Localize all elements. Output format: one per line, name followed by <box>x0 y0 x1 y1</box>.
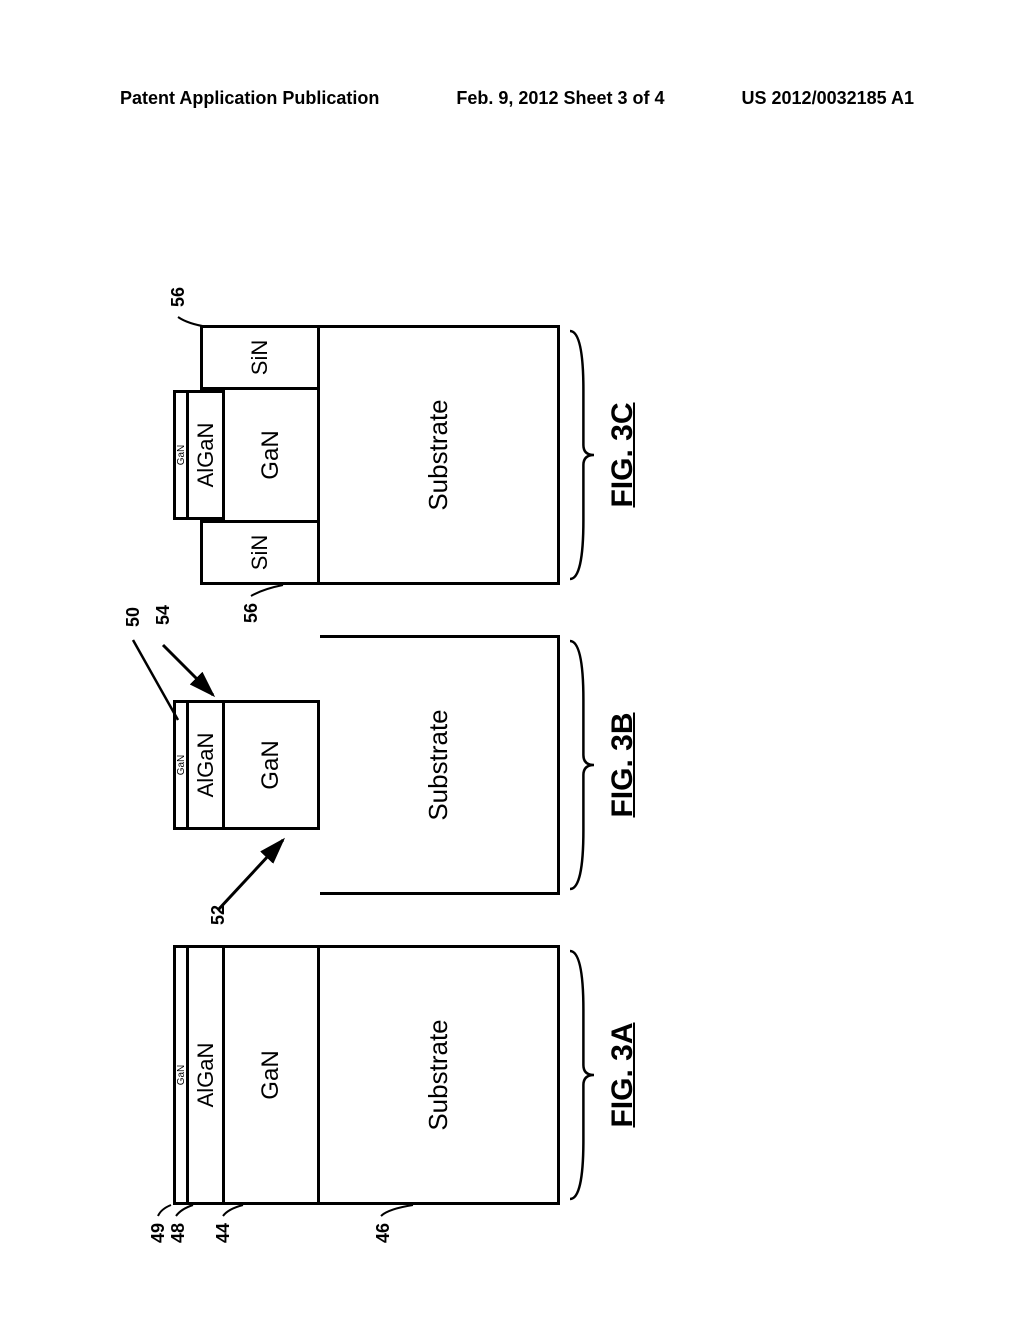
figA-brace <box>568 945 596 1205</box>
figA-substrate: Substrate <box>320 945 560 1205</box>
figC-algan-text: AlGaN <box>193 423 219 488</box>
figB-substrate: Substrate <box>320 635 560 895</box>
figB-substrate-text: Substrate <box>423 709 454 820</box>
figC-algan-layer: AlGaN <box>189 390 225 520</box>
figA-leads <box>153 1201 453 1241</box>
figC-sin-left: SiN <box>200 520 320 585</box>
figA-substrate-text: Substrate <box>423 1019 454 1130</box>
figC-cap-text: GaN <box>176 445 187 466</box>
page-header: Patent Application Publication Feb. 9, 2… <box>0 88 1024 109</box>
figA-gan-layer: GaN <box>225 945 320 1205</box>
figC-upper-assembly: SiN GaN AlGaN GaN SiN <box>173 325 320 585</box>
figures-row: 49 48 44 46 GaN AlGaN GaN Substrate FIG.… <box>173 325 640 1205</box>
figC-substrate-text: Substrate <box>423 399 454 510</box>
figA-cap-layer: GaN <box>173 945 189 1205</box>
figC-sin-right-text: SiN <box>247 340 273 375</box>
header-center: Feb. 9, 2012 Sheet 3 of 4 <box>456 88 664 109</box>
fig-3b: 52 50 54 GaN AlGaN GaN Substrate <box>173 635 640 895</box>
header-right: US 2012/0032185 A1 <box>742 88 914 109</box>
figC-gan-layer: GaN <box>225 390 320 520</box>
fig-3a: 49 48 44 46 GaN AlGaN GaN Substrate FIG.… <box>173 945 640 1205</box>
figure-canvas: 49 48 44 46 GaN AlGaN GaN Substrate FIG.… <box>0 255 1024 1085</box>
figC-lead-left <box>238 581 388 621</box>
figC-mesa: GaN AlGaN GaN <box>173 390 320 520</box>
figC-label: FIG. 3C <box>606 403 640 508</box>
figC-cap-layer: GaN <box>173 390 189 520</box>
figA-algan-text: AlGaN <box>193 1043 219 1108</box>
header-left: Patent Application Publication <box>120 88 379 109</box>
fig-3c: 56 56 SiN GaN AlGaN GaN SiN Substrate FI… <box>173 325 640 585</box>
figA-algan-layer: AlGaN <box>189 945 225 1205</box>
figC-brace <box>568 325 596 585</box>
figC-lead-right <box>168 289 228 329</box>
figC-gan-text: GaN <box>257 430 285 479</box>
figA-label: FIG. 3A <box>606 1023 640 1128</box>
figB-label: FIG. 3B <box>606 713 640 818</box>
figB-arrows <box>118 585 338 945</box>
figB-brace <box>568 635 596 895</box>
figC-sin-left-text: SiN <box>247 535 273 570</box>
figC-substrate: Substrate <box>320 325 560 585</box>
figC-sin-right: SiN <box>200 325 320 390</box>
figA-gan-text: GaN <box>257 1050 285 1099</box>
figA-cap-text: GaN <box>176 1065 187 1086</box>
